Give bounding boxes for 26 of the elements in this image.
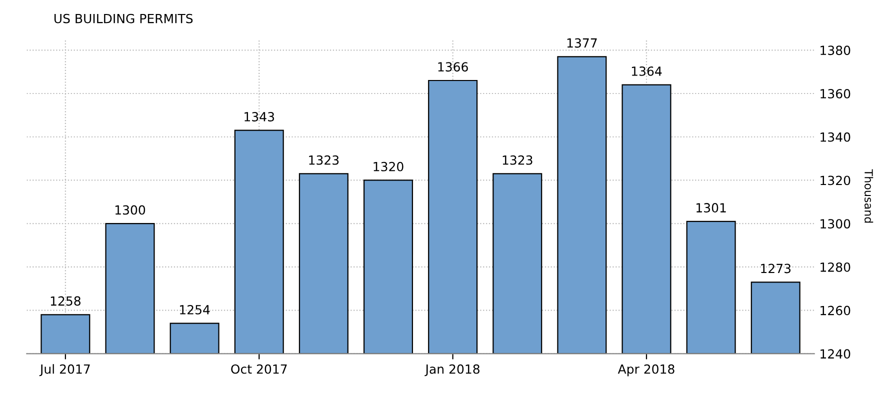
data-label: 1366 (438, 62, 468, 72)
y-tick-label: 1260 (820, 306, 850, 316)
data-label: 1343 (244, 112, 274, 122)
x-tick-label: Jul 2017 (39, 364, 90, 376)
y-tick-label: 1380 (820, 46, 850, 56)
y-tick-label: 1340 (820, 132, 850, 142)
y-tick-label: 1280 (820, 262, 850, 272)
y-axis-title: Thousand (864, 169, 874, 223)
y-tick-label: 1320 (820, 176, 850, 186)
y-tick-label: 1300 (820, 219, 850, 229)
x-tick-label: Jan 2018 (424, 364, 480, 376)
data-label: 1300 (115, 205, 146, 215)
data-label: 1273 (761, 264, 791, 274)
data-label: 1364 (632, 66, 662, 76)
y-tick-label: 1240 (820, 349, 850, 359)
y-tick-label: 1360 (820, 88, 850, 98)
data-label: 1323 (309, 155, 339, 165)
data-label: 1258 (50, 296, 80, 306)
chart-title: US BUILDING PERMITS (54, 14, 193, 24)
data-label: 1301 (696, 203, 726, 213)
x-tick-label: Apr 2018 (618, 364, 674, 376)
data-label: 1254 (180, 304, 210, 314)
x-tick-label: Oct 2017 (231, 364, 287, 374)
data-label: 1377 (567, 38, 597, 48)
data-label: 1323 (502, 155, 532, 165)
data-label: 1320 (374, 162, 404, 172)
